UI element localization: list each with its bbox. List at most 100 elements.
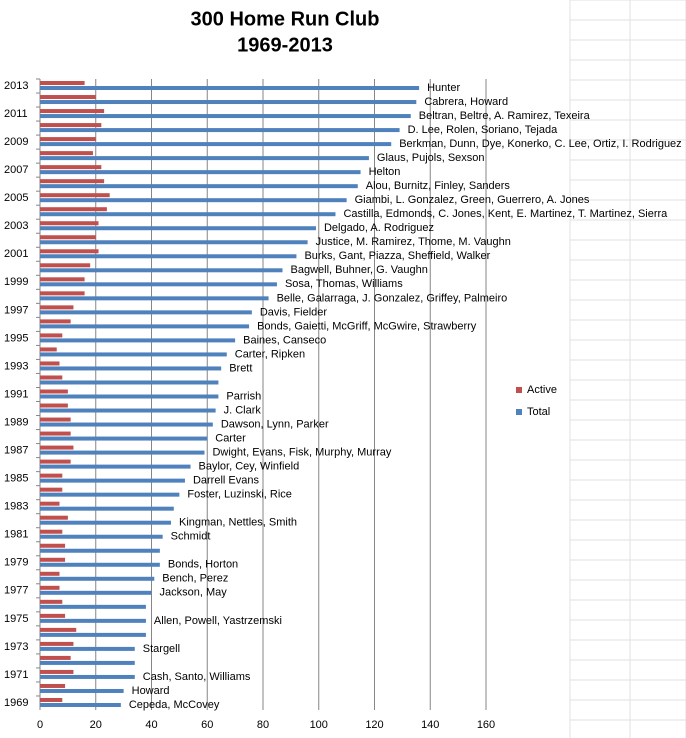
bar (40, 543, 66, 548)
bar (40, 165, 102, 170)
bar (40, 529, 63, 534)
bar (40, 366, 222, 371)
annotation: Schmidt (171, 531, 211, 543)
bar (40, 618, 146, 623)
bar (40, 310, 252, 315)
bar (40, 249, 99, 254)
y-tick-label: 1981 (4, 529, 28, 541)
annotation: D. Lee, Rolen, Soriano, Tejada (408, 124, 558, 136)
annotation: Belle, Galarraga, J. Gonzalez, Griffey, … (277, 292, 508, 304)
annotation: Parrish (226, 390, 261, 402)
bar (40, 137, 96, 142)
bar (40, 142, 392, 147)
bar (40, 478, 185, 483)
bar (40, 632, 146, 637)
bar (40, 282, 277, 287)
bar (40, 95, 96, 100)
bar (40, 464, 191, 469)
y-tick-label: 1985 (4, 473, 28, 485)
bar (40, 604, 146, 609)
bar (40, 184, 358, 189)
bar (40, 352, 227, 357)
chart-title: 300 Home Run Club (191, 8, 380, 30)
bar (40, 501, 60, 506)
bar (40, 660, 135, 665)
bar (40, 268, 283, 273)
bar (40, 408, 216, 413)
bar (40, 128, 400, 133)
annotation: Giambi, L. Gonzalez, Green, Guerrero, A.… (355, 194, 590, 206)
annotation: Glaus, Pujols, Sexson (377, 152, 485, 164)
bar (40, 151, 93, 156)
y-tick-label: 1971 (4, 669, 28, 681)
y-tick-label: 2003 (4, 220, 28, 232)
annotation: Davis, Fielder (260, 306, 328, 318)
bar (40, 646, 135, 651)
annotation: Cabrera, Howard (424, 96, 508, 108)
bar (40, 683, 66, 688)
annotation: Justice, M. Ramirez, Thome, M. Vaughn (316, 236, 511, 248)
bar (40, 436, 208, 441)
y-tick-label: 1973 (4, 641, 28, 653)
bar (40, 576, 155, 581)
annotation: Dwight, Evans, Fisk, Murphy, Murray (212, 446, 391, 458)
annotation: Brett (229, 362, 252, 374)
bar (40, 627, 77, 632)
bar (40, 548, 160, 553)
bar (40, 571, 60, 576)
annotation: Bagwell, Buhner, G. Vaughn (291, 264, 428, 276)
annotation: Alou, Burnitz, Finley, Sanders (366, 180, 511, 192)
bar (40, 674, 135, 679)
y-tick-label: 1969 (4, 697, 28, 709)
bar (40, 123, 102, 128)
annotation: Howard (132, 685, 170, 697)
bar (40, 100, 417, 105)
bar (40, 81, 85, 86)
annotation: Baylor, Cey, Winfield (199, 461, 300, 473)
annotation: Carter (215, 432, 246, 444)
x-tick-label: 0 (37, 719, 43, 731)
bar (40, 613, 66, 618)
bar (40, 557, 66, 562)
annotation: Stargell (143, 643, 180, 655)
bar (40, 445, 74, 450)
bar (40, 305, 74, 310)
bar (40, 333, 63, 338)
y-tick-label: 1993 (4, 360, 28, 372)
bar (40, 669, 74, 674)
y-tick-label: 2005 (4, 192, 28, 204)
annotation: Helton (369, 166, 401, 178)
annotation: Beltran, Beltre, A. Ramirez, Texeira (419, 110, 591, 122)
y-tick-label: 2007 (4, 164, 28, 176)
bar (40, 487, 63, 492)
bar (40, 688, 124, 693)
bar (40, 156, 369, 161)
bar (40, 450, 205, 455)
bar (40, 226, 316, 231)
annotation: Bonds, Gaietti, McGriff, McGwire, Strawb… (257, 320, 477, 332)
bar (40, 361, 60, 366)
bar (40, 403, 68, 408)
legend-label: Total (527, 406, 550, 418)
x-tick-label: 120 (365, 719, 383, 731)
bar (40, 520, 172, 525)
x-tick-label: 140 (421, 719, 439, 731)
bar (40, 319, 71, 324)
legend-swatch (516, 387, 522, 393)
bar (40, 473, 63, 478)
bar (40, 394, 219, 399)
bar (40, 291, 85, 296)
y-tick-label: 1989 (4, 416, 28, 428)
bar (40, 240, 308, 245)
bar (40, 375, 63, 380)
bar (40, 431, 71, 436)
bar (40, 506, 174, 511)
annotation: Darrell Evans (193, 475, 260, 487)
y-tick-label: 1997 (4, 304, 28, 316)
bar (40, 641, 74, 646)
annotation: Berkman, Dunn, Dye, Konerko, C. Lee, Ort… (399, 138, 681, 150)
y-tick-label: 1979 (4, 557, 28, 569)
bar (40, 198, 347, 203)
annotation: J. Clark (224, 404, 262, 416)
